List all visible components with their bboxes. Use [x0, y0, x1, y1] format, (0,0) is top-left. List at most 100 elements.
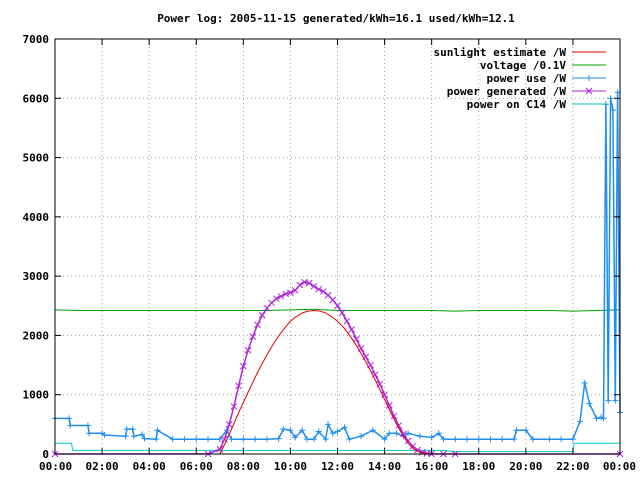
- data-point: [576, 418, 583, 425]
- legend-label: voltage /0.1V: [480, 59, 566, 72]
- data-point: [329, 296, 337, 304]
- data-point: [428, 434, 435, 441]
- data-point: [275, 435, 282, 442]
- x-tick-label: 06:00: [180, 460, 213, 473]
- data-point: [252, 436, 259, 443]
- legend-label: sunlight estimate /W: [434, 46, 567, 59]
- data-point: [607, 95, 614, 102]
- series-line: [219, 309, 456, 455]
- data-point: [315, 428, 322, 435]
- data-point: [315, 285, 323, 293]
- x-tick-label: 18:00: [462, 460, 495, 473]
- data-point: [122, 433, 129, 440]
- data-point: [329, 430, 336, 437]
- y-tick-label: 2000: [23, 329, 50, 342]
- data-point: [522, 427, 529, 434]
- data-point: [511, 436, 518, 443]
- data-point: [586, 400, 593, 407]
- data-point: [529, 436, 536, 443]
- x-tick-label: 04:00: [133, 460, 166, 473]
- data-point: [581, 379, 588, 386]
- y-tick-label: 7000: [23, 33, 50, 46]
- data-point: [66, 415, 73, 422]
- data-point: [358, 433, 365, 440]
- data-point: [338, 309, 346, 317]
- data-point: [322, 436, 329, 443]
- data-point: [404, 437, 412, 445]
- data-point: [341, 424, 348, 431]
- y-tick-label: 1000: [23, 389, 50, 402]
- data-point: [499, 436, 506, 443]
- data-point: [139, 431, 146, 438]
- legend-marker: [585, 87, 593, 95]
- data-point: [463, 436, 470, 443]
- data-point: [272, 295, 280, 303]
- x-tick-label: 14:00: [368, 460, 401, 473]
- data-point: [181, 436, 188, 443]
- data-point: [393, 430, 400, 437]
- data-point: [291, 287, 299, 294]
- data-point: [440, 436, 447, 443]
- x-tick-label: 16:00: [415, 460, 448, 473]
- data-point: [101, 432, 108, 439]
- data-point: [193, 436, 200, 443]
- data-point: [558, 436, 565, 443]
- data-point: [123, 426, 130, 433]
- data-point: [280, 426, 287, 433]
- data-point: [216, 445, 224, 453]
- data-point: [409, 442, 417, 450]
- data-point: [263, 436, 270, 443]
- axes: 0 1000 2000 3000 4000 5000 6000 7000 00:00 02:00 0…: [23, 33, 637, 473]
- x-tick-label: 00:00: [39, 460, 72, 473]
- series-line: [55, 442, 620, 453]
- data-point: [141, 435, 148, 442]
- data-point: [609, 107, 616, 114]
- y-tick-label: 3000: [23, 270, 50, 283]
- data-point: [303, 436, 310, 443]
- data-point: [346, 436, 353, 443]
- data-point: [277, 292, 285, 300]
- data-point: [299, 427, 306, 434]
- data-point: [487, 436, 494, 443]
- series-line: [54, 308, 621, 312]
- x-tick-label: 20:00: [509, 460, 542, 473]
- data-point: [325, 421, 332, 428]
- data-point: [593, 415, 600, 422]
- data-point: [287, 427, 294, 434]
- legend-label: power use /W: [487, 72, 567, 85]
- data-point: [239, 362, 247, 370]
- data-point: [254, 321, 261, 329]
- series-0: [219, 309, 456, 455]
- y-tick-label: 4000: [23, 211, 50, 224]
- data-point: [569, 436, 576, 443]
- data-point: [385, 402, 393, 409]
- data-point: [205, 436, 212, 443]
- data-point: [320, 288, 327, 295]
- data-point: [263, 304, 271, 312]
- x-tick-label: 08:00: [227, 460, 260, 473]
- data-point: [381, 391, 388, 399]
- data-point: [435, 430, 442, 437]
- legend-label: power generated /W: [447, 85, 567, 98]
- data-point: [310, 282, 318, 290]
- series-1: [54, 308, 621, 312]
- data-point: [310, 436, 317, 443]
- data-point: [386, 430, 393, 437]
- data-point: [305, 279, 313, 287]
- y-tick-label: 0: [42, 448, 49, 461]
- data-point: [292, 434, 299, 441]
- data-point: [612, 397, 619, 404]
- y-tick-label: 6000: [23, 92, 50, 105]
- data-point: [86, 430, 93, 437]
- chart-title: Power log: 2005-11-15 generated/kWh=16.1…: [157, 12, 515, 25]
- data-point: [334, 428, 341, 435]
- series-4: [55, 442, 620, 453]
- data-point: [129, 426, 136, 433]
- data-point: [153, 436, 160, 443]
- data-point: [225, 421, 233, 428]
- series-2: [52, 89, 623, 443]
- data-point: [605, 397, 612, 404]
- x-tick-label: 12:00: [321, 460, 354, 473]
- data-point: [381, 436, 388, 443]
